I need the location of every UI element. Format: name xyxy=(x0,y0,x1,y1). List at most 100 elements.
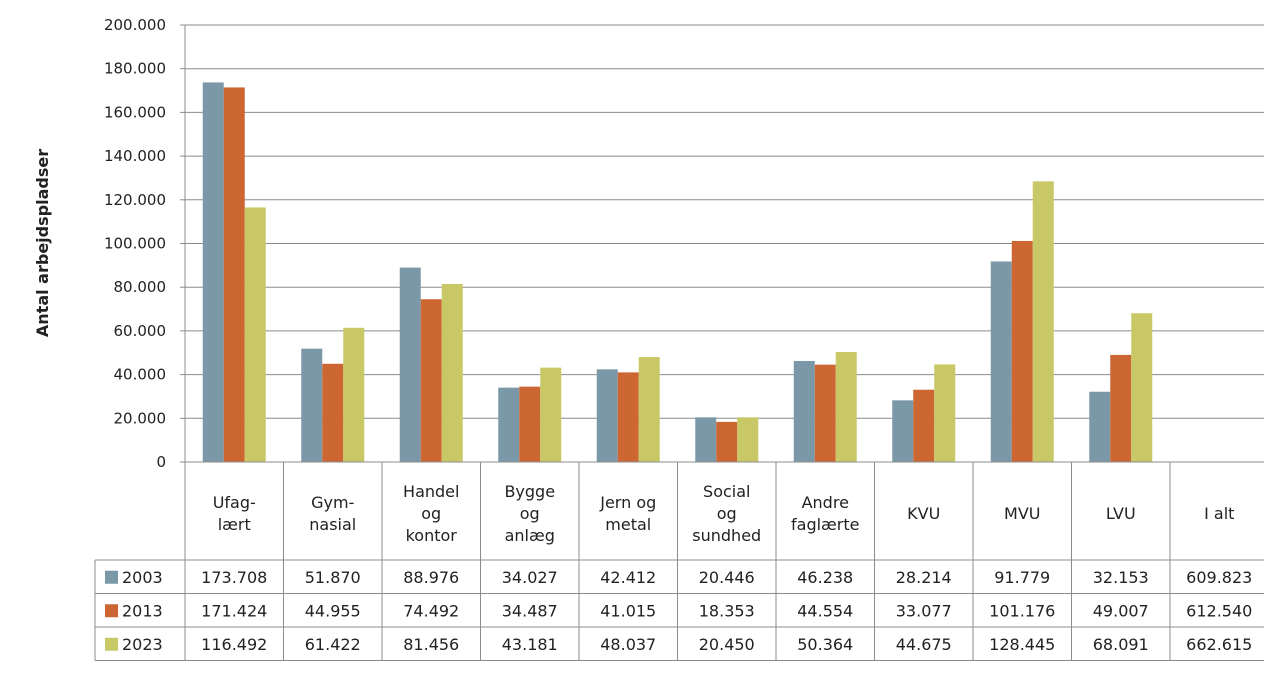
bar-2013-0 xyxy=(223,87,245,462)
data-label: 46.238 xyxy=(797,568,853,587)
data-label: 44.955 xyxy=(305,601,361,620)
category-label-line: lært xyxy=(218,515,251,534)
category-label-line: MVU xyxy=(1004,504,1040,523)
category-label-line: Social xyxy=(703,482,750,501)
category-label-line: Ufag- xyxy=(213,493,256,512)
bar-2003-1 xyxy=(301,348,323,462)
data-label: 612.540 xyxy=(1186,601,1252,620)
data-label: 34.027 xyxy=(502,568,558,587)
bar-2023-2 xyxy=(441,284,463,462)
category-label-line: Gym- xyxy=(311,493,354,512)
bar-2023-8 xyxy=(1032,181,1054,463)
data-label: 173.708 xyxy=(201,568,267,587)
bar-2023-1 xyxy=(343,327,365,462)
data-label: 32.153 xyxy=(1093,568,1149,587)
category-label-line: KVU xyxy=(907,504,940,523)
bar-2003-5 xyxy=(695,417,717,462)
y-axis: 0 20.000 40.000 60.000 80.000 100.000 120.000 1… xyxy=(104,16,186,471)
bar-2003-9 xyxy=(1089,391,1111,462)
y-tick-label: 140.000 xyxy=(104,147,166,165)
category-label: MVU xyxy=(1004,504,1040,523)
bar-2003-6 xyxy=(793,360,815,462)
y-tick-label: 40.000 xyxy=(114,366,167,384)
y-tick-label: 120.000 xyxy=(104,191,166,209)
bar-2003-2 xyxy=(399,267,421,462)
data-label: 42.412 xyxy=(600,568,656,587)
bar-2023-4 xyxy=(638,357,660,462)
bar-2013-3 xyxy=(519,386,541,462)
y-tick-label: 200.000 xyxy=(104,16,166,34)
bar-2023-0 xyxy=(244,207,266,462)
data-label: 609.823 xyxy=(1186,568,1252,587)
legend-label-2013: 2013 xyxy=(122,601,163,620)
bar-2023-5 xyxy=(737,417,759,462)
bar-2013-6 xyxy=(814,364,836,462)
y-axis-label: Antal arbejdspladser xyxy=(33,149,52,337)
y-tick-label: 180.000 xyxy=(104,60,166,78)
category-label-line: Andre xyxy=(802,493,849,512)
category-label-line: og xyxy=(717,504,737,523)
category-label-line: I alt xyxy=(1204,504,1234,523)
bar-2013-2 xyxy=(420,299,442,462)
bar-2003-0 xyxy=(202,82,224,462)
data-label: 662.615 xyxy=(1186,635,1252,654)
data-label: 18.353 xyxy=(699,601,755,620)
data-label: 128.445 xyxy=(989,635,1055,654)
bar-2013-5 xyxy=(716,421,738,462)
y-tick-label: 60.000 xyxy=(114,322,167,340)
y-tick-label: 160.000 xyxy=(104,103,166,121)
legend-swatch-2023 xyxy=(105,637,118,651)
category-label-line: og xyxy=(421,504,441,523)
category-label: Handel og kontor xyxy=(403,482,459,545)
legend-label-2023: 2023 xyxy=(122,635,163,654)
category-label: KVU xyxy=(907,504,940,523)
bar-2013-4 xyxy=(617,372,639,462)
legend-swatch-2003 xyxy=(105,570,118,584)
category-label-line: anlæg xyxy=(505,526,555,545)
category-label-line: metal xyxy=(605,515,651,534)
bar-2013-9 xyxy=(1110,354,1132,462)
category-label: Jern og metal xyxy=(599,493,656,534)
category-label-line: Jern og xyxy=(599,493,656,512)
data-label: 33.077 xyxy=(896,601,952,620)
bar-2023-6 xyxy=(835,351,857,462)
data-label: 68.091 xyxy=(1093,635,1149,654)
category-label-line: faglærte xyxy=(791,515,859,534)
data-label: 81.456 xyxy=(403,635,459,654)
bar-2003-3 xyxy=(498,387,520,462)
data-label: 116.492 xyxy=(201,635,267,654)
bar-2023-3 xyxy=(540,367,562,462)
data-label: 49.007 xyxy=(1093,601,1149,620)
bar-2003-4 xyxy=(596,369,618,462)
category-label-line: sundhed xyxy=(692,526,761,545)
category-label: Social og sundhed xyxy=(692,482,761,545)
y-tick-label: 80.000 xyxy=(114,278,167,296)
category-label: Gym-nasial xyxy=(309,493,356,534)
data-label: 48.037 xyxy=(600,635,656,654)
category-label: LVU xyxy=(1106,504,1136,523)
data-label: 44.675 xyxy=(896,635,952,654)
legend-swatch-2013 xyxy=(105,604,118,618)
y-tick-label: 100.000 xyxy=(104,235,166,253)
category-label: Ufag-lært xyxy=(213,493,256,534)
data-label: 44.554 xyxy=(797,601,853,620)
data-label: 34.487 xyxy=(502,601,558,620)
bar-2013-8 xyxy=(1011,240,1033,462)
data-label: 20.450 xyxy=(699,635,755,654)
bars xyxy=(202,82,1153,463)
gridlines xyxy=(185,24,1264,419)
bar-2003-7 xyxy=(892,400,914,462)
data-label: 101.176 xyxy=(989,601,1055,620)
category-label-line: LVU xyxy=(1106,504,1136,523)
bar-2013-1 xyxy=(322,363,344,462)
data-label: 20.446 xyxy=(699,568,755,587)
data-label: 88.976 xyxy=(403,568,459,587)
data-table: Ufag-lært Gym-nasial Handel og kontor Bygge og… xyxy=(94,461,1264,661)
data-label: 43.181 xyxy=(502,635,558,654)
data-label: 91.779 xyxy=(994,568,1050,587)
category-label-line: Handel xyxy=(403,482,459,501)
category-label-line: nasial xyxy=(309,515,356,534)
category-label-line: kontor xyxy=(406,526,458,545)
data-label: 61.422 xyxy=(305,635,361,654)
